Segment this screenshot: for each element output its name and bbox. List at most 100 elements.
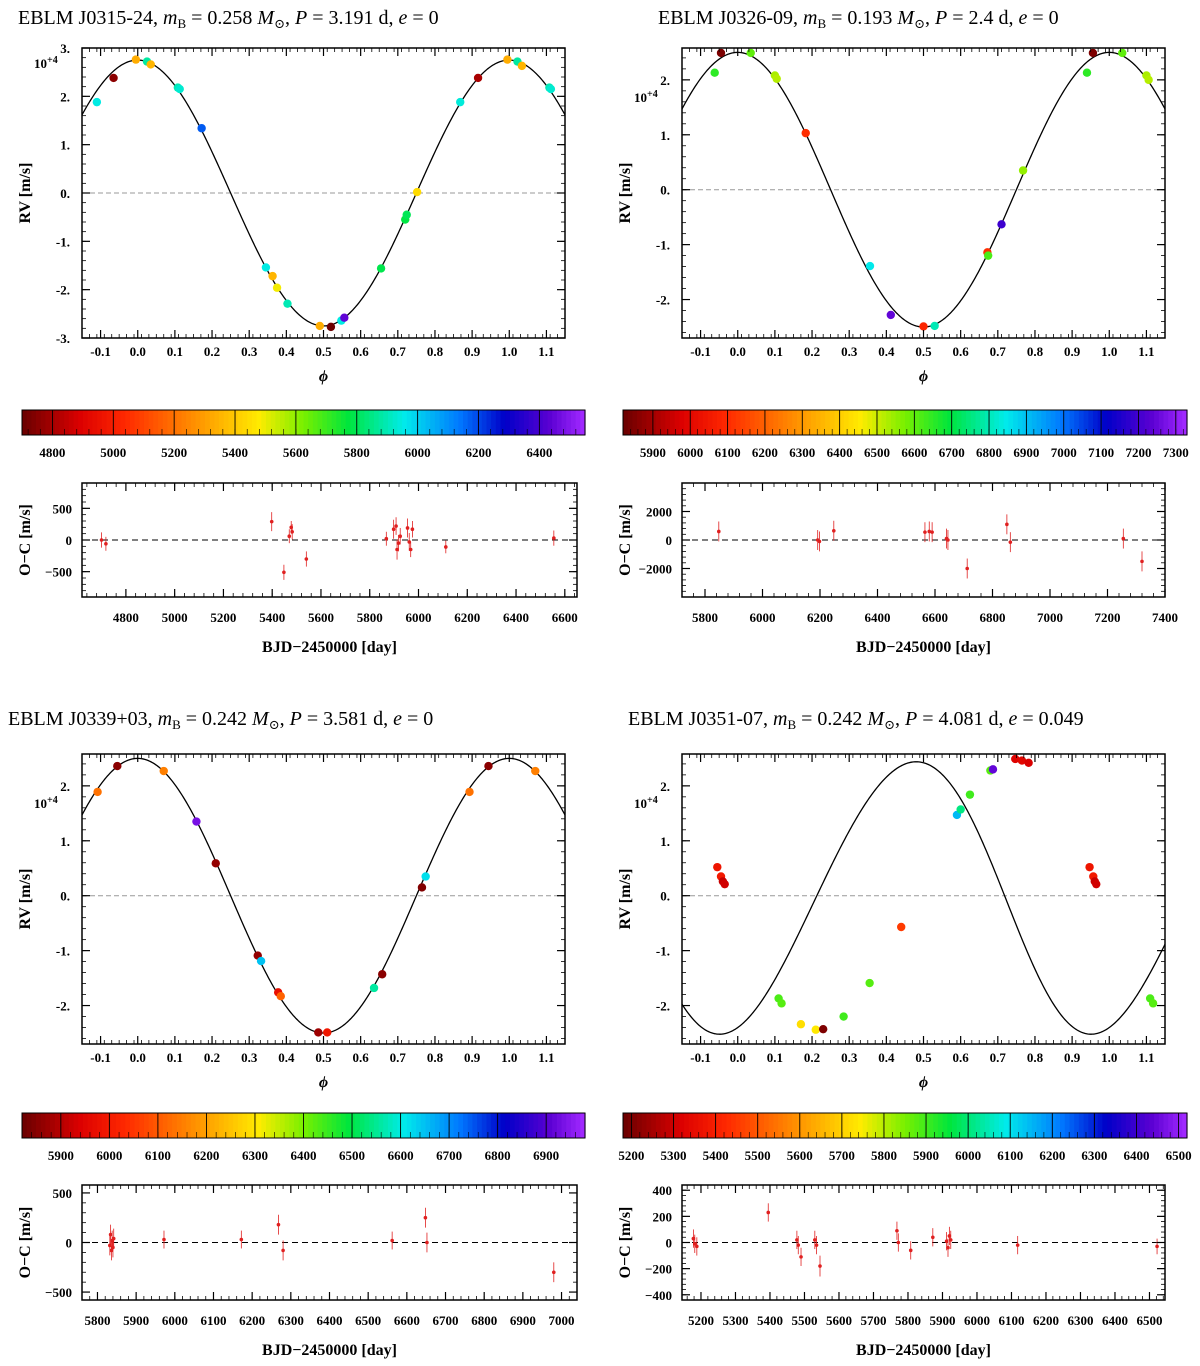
colorbar-segment [106,410,112,435]
colorbar-segment [646,410,652,435]
colorbar-segment [580,1113,586,1138]
rv-data-point [417,883,427,892]
colorbar-segment [637,1113,643,1138]
oc-data-point [766,1210,771,1215]
phase-tick-label: 0.5 [915,344,932,359]
colorbar-segment [1154,410,1160,435]
oc-data-point [799,1255,803,1259]
colorbar-segment [472,1113,478,1138]
oc-x-tick-label: 6200 [454,610,480,625]
title-separator: , [285,7,295,29]
colorbar-segment [331,1113,337,1138]
colorbar-segment [317,1113,323,1138]
colorbar-segment [801,1113,807,1138]
rv-tick-label: -1. [656,944,670,959]
title-ecc-value: = 0.049 [1017,708,1083,730]
colorbar-segment [430,410,436,435]
panel-1: EBLM J0315-24, mB = 0.258 M⊙, P = 3.191 … [17,7,586,656]
colorbar-segment [92,410,98,435]
oc-data-point [1005,522,1009,527]
colorbar-segment [82,1113,89,1138]
colorbar-segment [717,1113,723,1138]
colorbar-tick-label: 6000 [96,1148,122,1163]
colorbar-segment [1046,1113,1052,1138]
colorbar-segment [143,410,150,435]
colorbar-segment [101,410,108,435]
colorbar-segment [937,1113,944,1138]
colorbar-segment [975,410,981,435]
colorbar-segment [735,410,742,435]
colorbar-segment [999,410,1005,435]
colorbar-segment [886,1113,892,1138]
colorbar-segment [1083,1113,1089,1138]
title-mass-subscript: B [817,16,826,31]
title-msun-subscript: ⊙ [274,16,285,31]
rv-data-point [796,1020,806,1029]
colorbar-segment [120,410,126,435]
colorbar-segment [1093,410,1099,435]
title-ecc-symbol: e [1018,7,1027,29]
colorbar-tick-label: 5200 [161,445,187,460]
rv-y-axis-label: RV [m/s] [617,163,634,224]
colorbar-segment [895,410,901,435]
rv-data-point [261,263,271,272]
colorbar-segment [914,1113,920,1138]
oc-data-point [384,536,389,541]
phase-tick-label: 0.2 [204,1050,220,1065]
phase-tick-label: 1.1 [1138,344,1154,359]
colorbar-segment [45,410,51,435]
colorbar-segment [867,1113,873,1138]
colorbar-segment [698,1113,704,1138]
colorbar-segment [1060,410,1066,435]
rv-exponent-label: 10+4 [34,55,58,71]
colorbar-segment [148,1113,154,1138]
colorbar-tick-label: 6400 [291,1148,317,1163]
colorbar-segment [200,1113,206,1138]
colorbar-segment [209,1113,215,1138]
colorbar-segment [209,410,215,435]
colorbar-segment [665,410,671,435]
phase-tick-label: 0.7 [990,344,1007,359]
colorbar-segment [125,410,131,435]
oc-x-tick-label: 6400 [317,1313,343,1328]
oc-data-point [396,541,401,545]
colorbar-segment [825,410,831,435]
title-period-value: = 3.191 d, [307,7,398,29]
colorbar-tick-label: 6800 [485,1148,511,1163]
rv-data-point [326,322,336,332]
colorbar-segment [900,1113,906,1138]
oc-data-point [795,1238,799,1242]
colorbar-segment [773,410,779,435]
oc-x-axis-label: BJD−2450000 [day] [262,639,397,656]
colorbar-segment [289,1113,295,1138]
colorbar-segment [129,410,136,435]
colorbar-segment [919,1113,925,1138]
colorbar-tick-label: 6900 [533,1148,559,1163]
colorbar-segment [284,1113,291,1138]
rv-data-point [92,97,102,107]
colorbar-segment [139,410,145,435]
colorbar-segment [660,410,666,435]
colorbar-segment [858,410,864,435]
colorbar-segment [768,410,774,435]
rv-data-point [1018,166,1028,175]
colorbar-segment [740,410,746,435]
colorbar-segment [858,1113,864,1138]
colorbar-segment [341,1113,347,1138]
oc-y-tick-label: 200 [653,1209,673,1224]
phase-tick-label: 0.6 [953,1050,970,1065]
oc-data-point [1121,536,1126,541]
oc-y-tick-label: 0 [666,1236,673,1251]
title-ecc-symbol: e [398,7,407,29]
colorbar-segment [632,1113,638,1138]
colorbar-segment [308,410,314,435]
colorbar-segment [1158,1113,1165,1138]
colorbar-segment [542,410,549,435]
rv-phase-plot: -0.1 0.0 0.1 0.2 0.3 0.4 0.5 0.6 0.7 0.8 0.9 1.0 1.1… [617,753,1166,1091]
colorbar-segment [397,410,403,435]
title-mass-symbol: m [163,7,177,29]
oc-data-point [287,534,292,538]
colorbar: 5900 6000 6100 6200 6300 6400 6500 6600 6700 6800… [21,1112,586,1163]
colorbar-segment [383,410,389,435]
colorbar-segment [928,1113,934,1138]
